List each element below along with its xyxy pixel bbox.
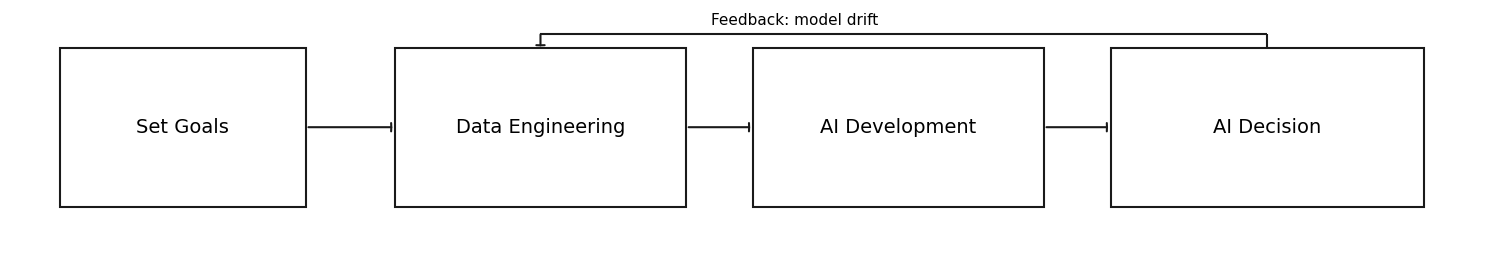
Text: Feedback: model drift: Feedback: model drift <box>711 13 878 28</box>
Bar <box>1111 48 1424 207</box>
Text: AI Development: AI Development <box>820 118 977 137</box>
Text: Data Engineering: Data Engineering <box>456 118 625 137</box>
Bar <box>60 48 306 207</box>
Text: Set Goals: Set Goals <box>136 118 230 137</box>
Text: AI Decision: AI Decision <box>1214 118 1321 137</box>
Bar <box>753 48 1044 207</box>
Bar <box>395 48 686 207</box>
